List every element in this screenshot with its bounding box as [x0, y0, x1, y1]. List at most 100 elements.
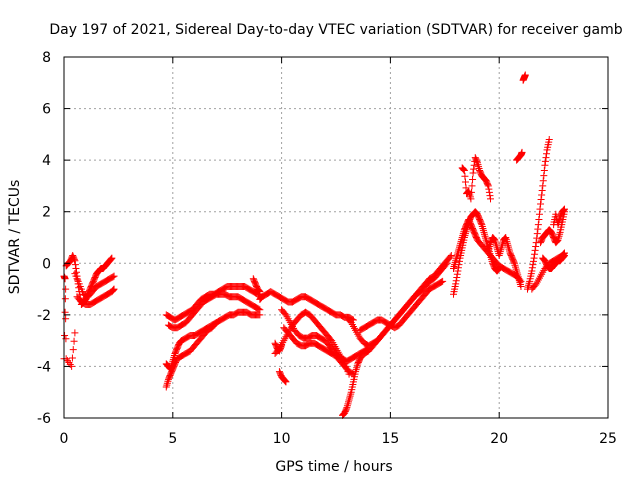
data-point: [470, 165, 478, 173]
data-point: [450, 263, 458, 271]
x-tick-label: 10: [273, 431, 291, 447]
data-point: [485, 185, 493, 193]
data-point: [556, 230, 564, 238]
series-arc-27: [537, 208, 568, 247]
data-point: [482, 234, 490, 242]
data-point: [461, 178, 469, 186]
data-point: [542, 154, 550, 162]
data-point: [278, 342, 286, 350]
data-point: [162, 383, 170, 391]
data-point: [528, 267, 536, 275]
data-point: [342, 405, 350, 413]
grid: [64, 57, 608, 418]
data-point: [534, 221, 542, 229]
data-point: [481, 230, 489, 238]
data-point: [536, 205, 544, 213]
data-point: [545, 136, 553, 144]
series-arc-15: [280, 324, 357, 378]
data-point: [446, 253, 454, 261]
data-point: [281, 377, 289, 385]
data-point: [485, 188, 493, 196]
plot-frame: [63, 56, 609, 419]
data-point: [468, 182, 476, 190]
data-point: [529, 257, 537, 265]
data-point: [560, 206, 568, 214]
data-point: [461, 172, 469, 180]
data-point: [70, 255, 78, 263]
series-arc-17: [343, 252, 455, 350]
data-point: [62, 285, 70, 293]
data-point: [255, 286, 263, 294]
axis-ticks: 0 5 10 15 20 25 -6 -4 -2 0 2 4 6 8: [37, 50, 617, 447]
data-point: [560, 252, 568, 260]
series-arc-12: [271, 339, 286, 355]
data-point: [71, 329, 79, 337]
data-point: [467, 195, 475, 203]
data-point: [163, 381, 171, 389]
data-point: [541, 161, 549, 169]
data-point: [282, 378, 290, 386]
data-point: [454, 267, 462, 275]
data-point: [70, 337, 78, 345]
x-tick-label: 20: [490, 431, 508, 447]
data-point: [61, 295, 69, 303]
series-arc-2: [71, 270, 118, 301]
data-point: [469, 169, 477, 177]
data-point: [535, 210, 543, 218]
data-point: [538, 186, 546, 194]
data-point: [454, 264, 462, 272]
series-arc-4: [60, 272, 79, 370]
data-point: [453, 270, 461, 278]
series-arc-25: [523, 136, 553, 293]
data-point: [480, 228, 488, 236]
data-point: [467, 188, 475, 196]
data-point: [346, 394, 354, 402]
data-point: [74, 276, 82, 284]
y-axis-label: SDTVAR / TECUs: [7, 180, 23, 295]
series-arc-22: [484, 234, 525, 290]
data-point: [452, 280, 460, 288]
data-point: [255, 287, 263, 295]
data-point: [108, 254, 116, 262]
data-point: [447, 252, 455, 260]
series-arc-18: [356, 277, 447, 334]
data-point: [347, 390, 355, 398]
data-point: [459, 165, 467, 173]
data-point: [510, 258, 518, 266]
data-point: [537, 195, 545, 203]
data-point: [460, 166, 468, 174]
series-arc-10: [256, 288, 357, 324]
data-points: [60, 71, 568, 419]
data-point: [533, 234, 541, 242]
x-axis-label: GPS time / hours: [275, 459, 392, 475]
data-point: [71, 261, 79, 269]
data-point: [71, 257, 79, 265]
data-point: [212, 319, 220, 327]
y-tick-label: -6: [37, 411, 51, 427]
series-arc-6: [164, 290, 264, 332]
data-point: [528, 264, 536, 272]
data-point: [524, 283, 532, 291]
data-point: [521, 71, 529, 79]
data-point: [163, 379, 171, 387]
data-point: [535, 215, 543, 223]
data-point: [256, 288, 264, 296]
y-tick-label: -2: [37, 308, 51, 324]
series-arc-9: [249, 275, 264, 296]
y-tick-label: 4: [42, 153, 51, 169]
data-point: [531, 246, 539, 254]
data-point: [459, 165, 467, 173]
data-point: [109, 286, 117, 294]
data-point: [490, 235, 498, 243]
data-point: [531, 250, 539, 258]
data-point: [69, 346, 77, 354]
data-point: [344, 400, 352, 408]
data-point: [505, 245, 513, 253]
data-point: [107, 255, 115, 263]
y-tick-label: 0: [42, 256, 51, 272]
y-tick-label: -4: [37, 359, 51, 375]
data-point: [439, 277, 447, 285]
series-arc-21: [458, 154, 494, 203]
series-arc-23: [513, 148, 526, 164]
data-point: [560, 252, 568, 260]
